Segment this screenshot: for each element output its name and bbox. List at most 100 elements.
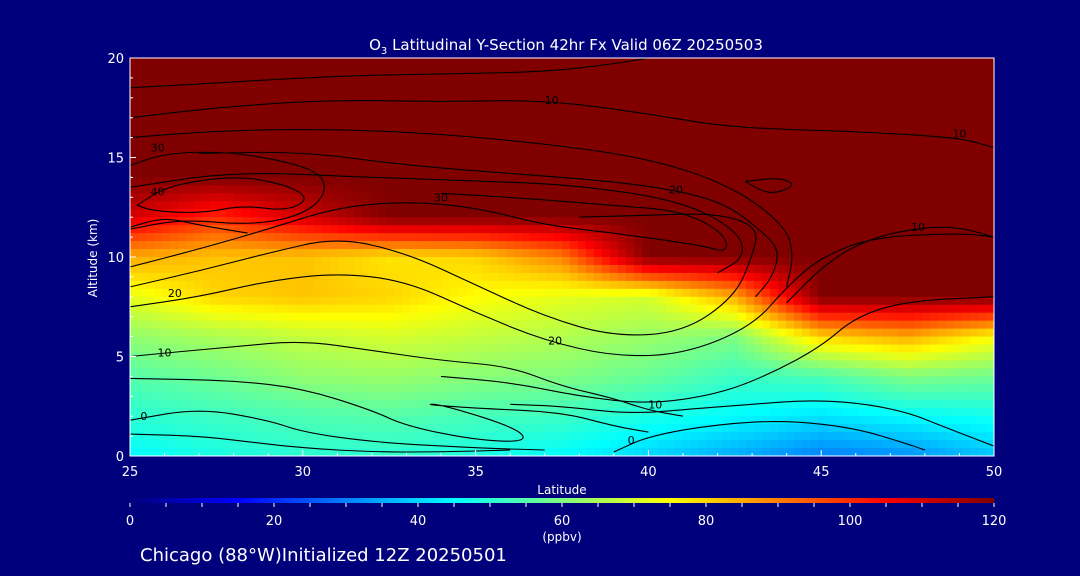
field-cell bbox=[826, 368, 835, 377]
field-cell bbox=[706, 312, 715, 322]
field-cell bbox=[466, 185, 475, 194]
field-cell bbox=[946, 97, 955, 107]
field-cell bbox=[426, 209, 435, 218]
field-cell bbox=[930, 352, 939, 362]
field-cell bbox=[370, 344, 379, 354]
field-cell bbox=[458, 241, 467, 250]
field-cell bbox=[650, 185, 659, 194]
field-cell bbox=[570, 185, 579, 194]
field-cell bbox=[714, 161, 723, 171]
field-cell bbox=[146, 105, 155, 115]
field-cell bbox=[450, 193, 459, 202]
field-cell bbox=[930, 89, 939, 99]
field-cell bbox=[338, 408, 347, 417]
field-cell bbox=[682, 272, 691, 282]
field-cell bbox=[194, 328, 203, 338]
field-cell bbox=[626, 161, 635, 171]
field-cell bbox=[410, 153, 419, 163]
field-cell bbox=[138, 360, 147, 370]
field-cell bbox=[586, 392, 595, 401]
field-cell bbox=[234, 392, 243, 401]
field-cell bbox=[666, 225, 675, 234]
field-cell bbox=[434, 73, 443, 83]
field-cell bbox=[154, 328, 163, 338]
field-cell bbox=[586, 304, 595, 314]
field-cell bbox=[434, 416, 443, 425]
field-cell bbox=[834, 81, 843, 91]
field-cell bbox=[250, 129, 259, 139]
field-cell bbox=[978, 296, 987, 306]
field-cell bbox=[306, 280, 315, 290]
field-cell bbox=[394, 280, 403, 290]
field-cell bbox=[810, 384, 819, 393]
field-cell bbox=[834, 177, 843, 186]
field-cell bbox=[698, 169, 707, 178]
field-cell bbox=[954, 58, 963, 67]
field-cell bbox=[394, 312, 403, 322]
field-cell bbox=[898, 185, 907, 194]
field-cell bbox=[986, 344, 994, 354]
field-cell bbox=[618, 296, 627, 306]
field-cell bbox=[906, 384, 915, 393]
field-cell bbox=[946, 153, 955, 163]
field-cell bbox=[322, 264, 331, 274]
field-cell bbox=[506, 312, 515, 322]
field-cell bbox=[698, 209, 707, 218]
field-cell bbox=[722, 185, 731, 194]
field-cell bbox=[194, 177, 203, 186]
field-cell bbox=[370, 384, 379, 393]
field-cell bbox=[258, 241, 267, 250]
field-cell bbox=[146, 153, 155, 163]
field-cell bbox=[826, 336, 835, 346]
field-cell bbox=[866, 360, 875, 370]
field-cell bbox=[450, 328, 459, 338]
field-cell bbox=[394, 368, 403, 377]
field-cell bbox=[434, 97, 443, 107]
field-cell bbox=[762, 336, 771, 346]
field-cell bbox=[906, 344, 915, 354]
field-cell bbox=[850, 280, 859, 290]
field-cell bbox=[578, 105, 587, 115]
field-cell bbox=[706, 344, 715, 354]
field-cell bbox=[410, 272, 419, 282]
field-cell bbox=[434, 288, 443, 298]
field-cell bbox=[442, 193, 451, 202]
field-cell bbox=[914, 328, 923, 338]
field-cell bbox=[882, 145, 891, 155]
field-cell bbox=[826, 296, 835, 306]
field-cell bbox=[898, 368, 907, 377]
field-cell bbox=[226, 137, 235, 147]
field-cell bbox=[930, 368, 939, 377]
field-cell bbox=[450, 97, 459, 107]
field-cell bbox=[842, 58, 851, 67]
field-cell bbox=[682, 392, 691, 401]
field-cell bbox=[938, 233, 947, 242]
field-cell bbox=[882, 400, 891, 409]
field-cell bbox=[634, 257, 643, 266]
field-cell bbox=[378, 217, 387, 226]
field-cell bbox=[658, 384, 667, 393]
field-cell bbox=[962, 97, 971, 107]
field-cell bbox=[562, 65, 571, 75]
field-cell bbox=[714, 400, 723, 409]
field-cell bbox=[362, 233, 371, 242]
field-cell bbox=[242, 241, 251, 250]
field-cell bbox=[890, 121, 899, 131]
field-cell bbox=[330, 272, 339, 282]
field-cell bbox=[178, 65, 187, 75]
field-cell bbox=[546, 360, 555, 370]
field-cell bbox=[570, 280, 579, 290]
field-cell bbox=[706, 408, 715, 417]
field-cell bbox=[634, 360, 643, 370]
field-cell bbox=[794, 225, 803, 234]
field-cell bbox=[586, 193, 595, 202]
field-cell bbox=[450, 336, 459, 346]
field-cell bbox=[706, 249, 715, 258]
field-cell bbox=[330, 97, 339, 107]
field-cell bbox=[506, 113, 515, 123]
field-cell bbox=[402, 73, 411, 83]
field-cell bbox=[306, 400, 315, 409]
field-cell bbox=[210, 408, 219, 417]
field-cell bbox=[842, 137, 851, 147]
field-cell bbox=[842, 392, 851, 401]
